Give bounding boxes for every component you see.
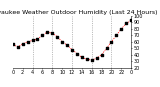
Point xyxy=(85,59,88,60)
Point xyxy=(41,35,44,36)
Point xyxy=(115,35,118,36)
Point xyxy=(125,23,128,24)
Point xyxy=(71,49,73,50)
Point xyxy=(26,41,29,42)
Point xyxy=(31,40,34,41)
Point xyxy=(105,48,108,49)
Point xyxy=(36,38,39,40)
Point xyxy=(110,41,113,42)
Point xyxy=(66,44,68,46)
Point xyxy=(76,53,78,54)
Point xyxy=(56,36,58,37)
Point xyxy=(90,59,93,61)
Point xyxy=(100,54,103,56)
Title: Milwaukee Weather Outdoor Humidity (Last 24 Hours): Milwaukee Weather Outdoor Humidity (Last… xyxy=(0,10,157,15)
Point xyxy=(61,41,63,42)
Point xyxy=(120,28,123,29)
Point xyxy=(46,31,49,33)
Point xyxy=(81,57,83,58)
Point xyxy=(130,20,132,21)
Point xyxy=(16,46,19,48)
Point xyxy=(51,33,54,34)
Point xyxy=(21,43,24,44)
Point xyxy=(95,57,98,59)
Point xyxy=(12,44,14,45)
